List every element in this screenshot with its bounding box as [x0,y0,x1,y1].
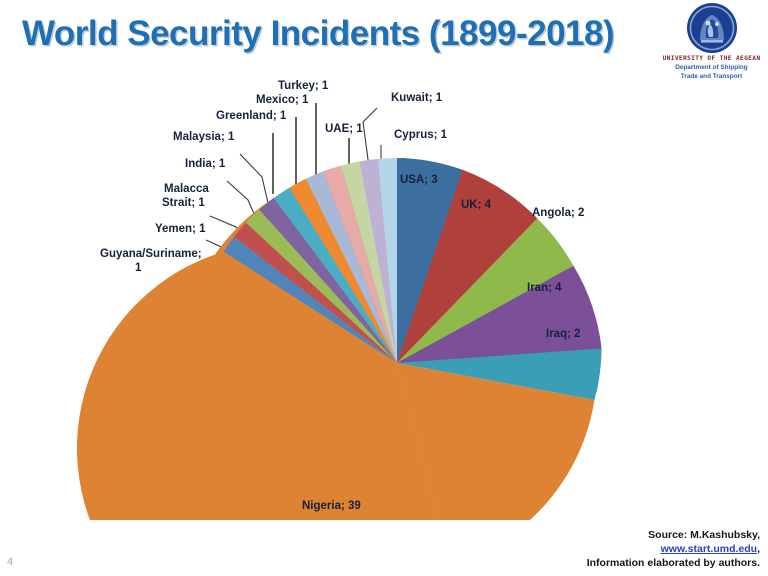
slice-label-malaysia: Malaysia; 1 [173,131,235,143]
source-link-line: www.start.umd.edu, [587,542,760,556]
slice-label-kuwait: Kuwait; 1 [391,92,443,104]
slice-label-mexico: Mexico; 1 [256,94,309,106]
slice-label-malacca-strait-line2: Strait; 1 [162,197,205,209]
slice-label-uae: UAE; 1 [325,123,363,135]
pie-chart-graphic [76,103,602,520]
logo-department-line1: Department of Shipping [675,64,748,71]
slice-label-turkey: Turkey; 1 [278,80,329,92]
slice-label-uk: UK; 4 [461,199,492,211]
logo-department-line2: Trade and Transport [680,72,743,80]
page-title: World Security Incidents (1899-2018) [22,14,615,53]
slice-label-cyprus: Cyprus; 1 [394,129,448,141]
university-of-the-aegean-seal-icon [686,3,737,53]
slice-label-iraq: Iraq; 2 [546,328,581,340]
pie-left-fan [76,158,439,520]
slice-label-guyana-suriname-line1: Guyana/Suriname; [100,248,202,260]
slice-label-iran: Iran; 4 [527,282,562,294]
slice-label-yemen: Yemen; 1 [155,223,206,235]
slice-label-nigeria: Nigeria; 39 [302,500,361,512]
page-number: 4 [7,556,14,568]
slice-label-greenland: Greenland; 1 [216,110,287,122]
pie-right-fan [397,158,602,520]
source-footer: Source: M.Kashubsky, www.start.umd.edu, … [587,528,760,570]
link-comma: , [757,543,760,555]
pie-chart: Turkey; 1 Mexico; 1 Greenland; 1 Malaysi… [0,60,768,520]
source-line: Source: M.Kashubsky, [648,529,760,541]
slice-label-angola: Angola; 2 [532,207,585,219]
slice-label-india: India; 1 [185,158,226,170]
logo-university-name: UNIVERSITY OF THE AEGEAN [662,55,761,62]
source-note: Information elaborated by authors. [586,557,760,569]
university-logo: UNIVERSITY OF THE AEGEAN Department of S… [655,2,768,81]
start-umd-link[interactable]: www.start.umd.edu [660,543,758,555]
slice-label-guyana-suriname-line2: 1 [135,262,142,274]
slice-label-usa: USA; 3 [400,174,438,186]
slice-label-malacca-strait-line1: Malacca [164,183,209,195]
